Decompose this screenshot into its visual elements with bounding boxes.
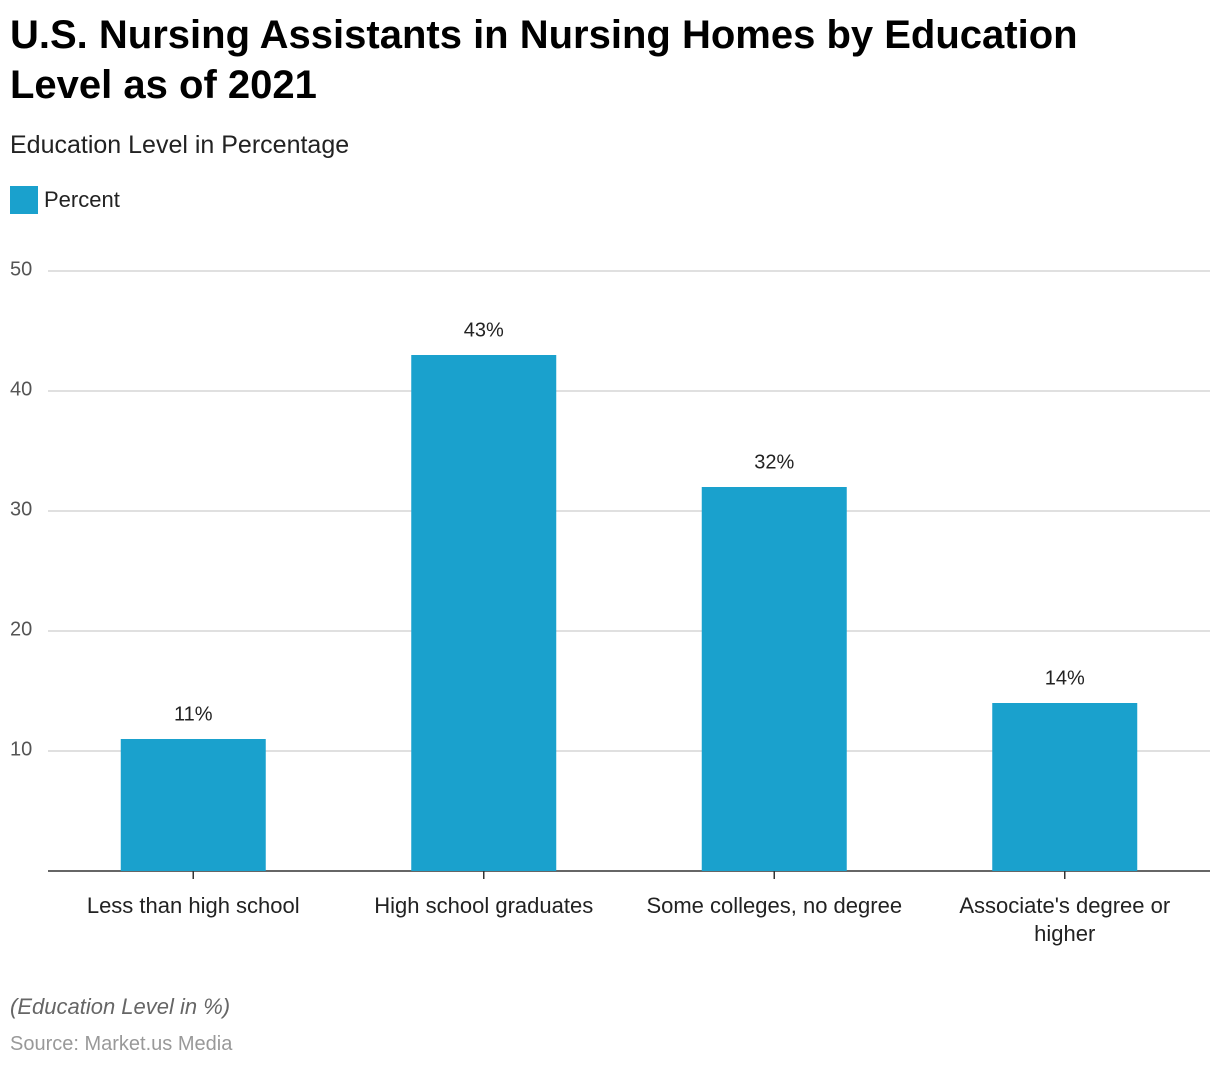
value-label: 14% [1045, 667, 1085, 689]
legend: Percent [10, 186, 120, 214]
bar [411, 355, 557, 871]
note: (Education Level in %) [10, 994, 231, 1019]
y-tick-label: 30 [10, 498, 32, 520]
bar [120, 739, 266, 871]
source: Source: Market.us Media [10, 1033, 233, 1055]
y-tick-label: 40 [10, 378, 32, 400]
x-tick-label: Less than high school [86, 893, 300, 918]
value-label: 32% [754, 451, 794, 473]
x-tick-label: Associate's degree or higher [959, 893, 1171, 946]
y-tick-label: 50 [10, 258, 32, 280]
chart-subtitle: Education Level in Percentage [10, 131, 350, 159]
legend-swatch [10, 186, 38, 214]
value-label: 43% [464, 319, 504, 341]
x-tick-label: Some colleges, no degree [646, 893, 903, 918]
y-tick-label: 20 [10, 618, 32, 640]
x-tick-label: High school graduates [374, 893, 594, 918]
value-label: 11% [174, 703, 213, 725]
legend-label: Percent [44, 187, 120, 212]
bar [992, 703, 1138, 871]
bar [701, 487, 847, 871]
chart-title: U.S. Nursing Assistants in Nursing Homes… [10, 13, 1078, 107]
y-tick-label: 10 [10, 738, 32, 760]
